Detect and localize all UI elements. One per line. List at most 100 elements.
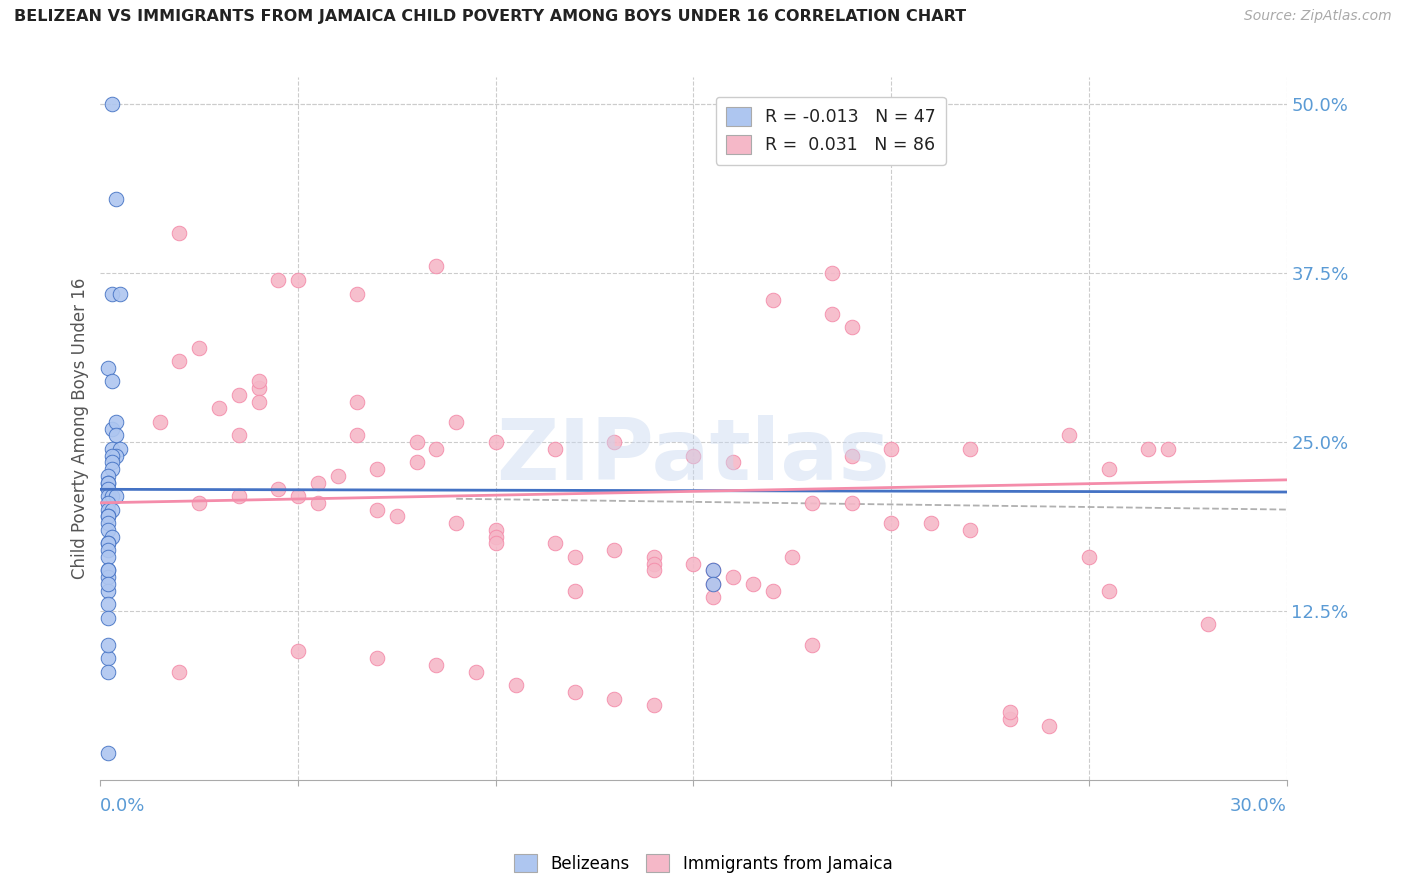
Point xyxy=(97,360,120,375)
Point xyxy=(97,468,120,483)
Point xyxy=(682,449,704,463)
Point xyxy=(1137,442,1160,456)
Point xyxy=(1157,442,1180,456)
Point xyxy=(97,577,120,591)
Legend: Belizeans, Immigrants from Jamaica: Belizeans, Immigrants from Jamaica xyxy=(506,847,900,880)
Point xyxy=(841,449,863,463)
Point xyxy=(544,442,567,456)
Point xyxy=(97,597,120,611)
Point xyxy=(801,638,824,652)
Point xyxy=(603,435,626,450)
Point xyxy=(643,557,665,571)
Point xyxy=(821,307,844,321)
Point xyxy=(485,530,508,544)
Point xyxy=(97,509,120,524)
Point xyxy=(346,286,368,301)
Point xyxy=(603,543,626,558)
Point xyxy=(188,496,211,510)
Point xyxy=(97,475,120,490)
Point xyxy=(149,415,172,429)
Point xyxy=(485,536,508,550)
Legend: R = -0.013   N = 47, R =  0.031   N = 86: R = -0.013 N = 47, R = 0.031 N = 86 xyxy=(716,96,946,165)
Point xyxy=(643,549,665,564)
Point xyxy=(101,502,124,516)
Point xyxy=(1038,718,1060,732)
Point xyxy=(97,516,120,530)
Point xyxy=(841,320,863,334)
Point xyxy=(97,509,120,524)
Point xyxy=(998,705,1021,719)
Point xyxy=(801,496,824,510)
Point xyxy=(444,516,467,530)
Point xyxy=(444,415,467,429)
Point xyxy=(188,341,211,355)
Point xyxy=(959,442,981,456)
Point xyxy=(643,563,665,577)
Point xyxy=(544,536,567,550)
Point xyxy=(643,698,665,713)
Point xyxy=(702,563,724,577)
Point xyxy=(346,428,368,442)
Point xyxy=(505,678,527,692)
Point xyxy=(101,455,124,469)
Point xyxy=(97,502,120,516)
Point xyxy=(208,401,231,416)
Text: Source: ZipAtlas.com: Source: ZipAtlas.com xyxy=(1244,9,1392,23)
Point xyxy=(247,374,270,388)
Point xyxy=(169,665,191,679)
Point xyxy=(326,468,349,483)
Point xyxy=(1197,617,1219,632)
Point xyxy=(287,489,309,503)
Point xyxy=(880,516,903,530)
Point xyxy=(228,489,250,503)
Point xyxy=(366,651,388,665)
Point xyxy=(425,260,447,274)
Point xyxy=(105,449,128,463)
Point xyxy=(97,638,120,652)
Point xyxy=(97,746,120,760)
Text: 0.0%: 0.0% xyxy=(100,797,146,815)
Point xyxy=(97,536,120,550)
Point xyxy=(761,293,783,308)
Point xyxy=(1077,549,1099,564)
Point xyxy=(702,563,724,577)
Point xyxy=(97,563,120,577)
Point xyxy=(101,462,124,476)
Point xyxy=(97,536,120,550)
Point xyxy=(97,483,120,497)
Point xyxy=(97,475,120,490)
Point xyxy=(702,577,724,591)
Point xyxy=(366,462,388,476)
Point xyxy=(97,651,120,665)
Point xyxy=(97,496,120,510)
Point xyxy=(101,97,124,112)
Point xyxy=(425,442,447,456)
Point xyxy=(1098,462,1121,476)
Point xyxy=(101,374,124,388)
Point xyxy=(721,455,744,469)
Point xyxy=(247,381,270,395)
Point xyxy=(228,428,250,442)
Point xyxy=(998,712,1021,726)
Point xyxy=(105,192,128,206)
Point xyxy=(169,226,191,240)
Point xyxy=(702,591,724,605)
Point xyxy=(287,273,309,287)
Text: ZIPatlas: ZIPatlas xyxy=(496,415,890,498)
Y-axis label: Child Poverty Among Boys Under 16: Child Poverty Among Boys Under 16 xyxy=(72,278,89,579)
Point xyxy=(287,644,309,658)
Point xyxy=(385,509,408,524)
Point xyxy=(564,583,586,598)
Point xyxy=(101,442,124,456)
Point xyxy=(105,415,128,429)
Point xyxy=(405,435,427,450)
Point xyxy=(108,286,131,301)
Point xyxy=(959,523,981,537)
Point xyxy=(761,583,783,598)
Point xyxy=(101,421,124,435)
Point xyxy=(782,549,804,564)
Point xyxy=(405,455,427,469)
Point xyxy=(366,502,388,516)
Point xyxy=(169,354,191,368)
Point xyxy=(267,273,290,287)
